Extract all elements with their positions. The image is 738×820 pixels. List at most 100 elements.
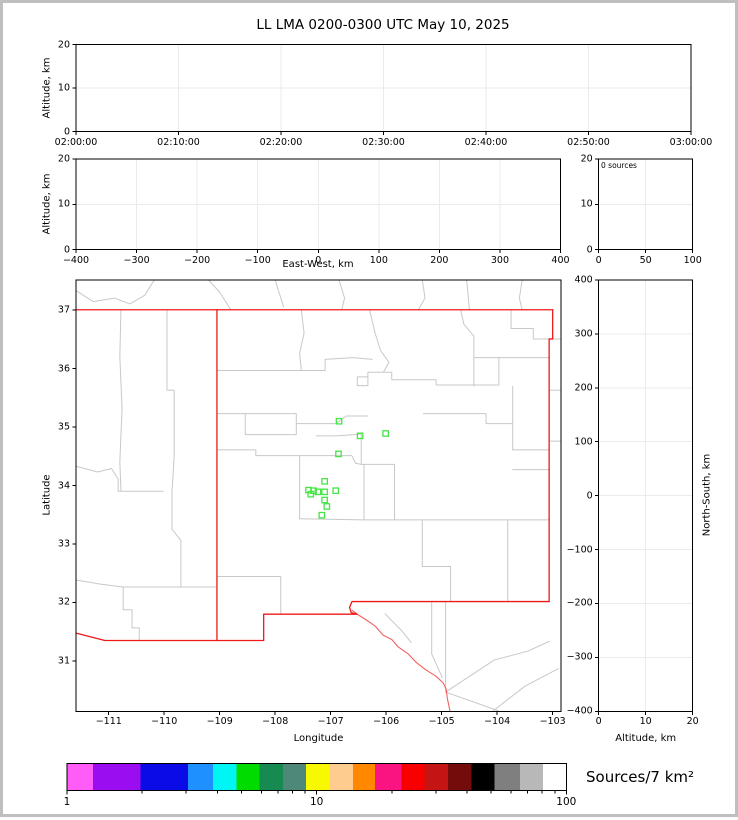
map-ytick-label: 35 (57, 421, 70, 433)
state-borders (76, 309, 554, 642)
hist-ytick-label: 10 (580, 198, 593, 210)
map-xtick-label: −106 (373, 716, 400, 728)
map-ytick-label: 33 (57, 538, 70, 550)
hist-xtick-label: 50 (639, 254, 652, 266)
map-ytick-label: 32 (57, 596, 70, 608)
source-marker (314, 488, 322, 496)
colorbar-tick-label: 10 (309, 796, 324, 809)
colorbar-segment (353, 763, 376, 791)
ns-panel-ylabel: North-South, km (701, 453, 713, 537)
source-marker (335, 417, 343, 425)
ew-xtick-label: 400 (551, 254, 570, 266)
time-ytick-label: 0 (63, 126, 70, 137)
colorbar-segment (306, 763, 330, 791)
source-marker (335, 450, 342, 458)
time-xtick-label: 02:10:00 (157, 136, 200, 148)
ew-panel (76, 159, 561, 250)
colorbar-segment (140, 763, 188, 791)
map-ytick-label: 37 (57, 304, 70, 316)
ew-xtick-label: −200 (184, 254, 211, 266)
hist-xtick-label: 100 (683, 254, 702, 266)
hist-ytick-label: 20 (580, 153, 593, 165)
ew-panel-xlabel: East-West, km (282, 259, 354, 270)
map-content (76, 280, 561, 712)
colorbar-segment (283, 763, 307, 791)
ew-ytick-label: 20 (57, 153, 70, 165)
ns-xtick-label: 10 (639, 716, 652, 728)
ns-ytick-label: 100 (574, 436, 593, 448)
ew-xtick-label: −100 (244, 254, 271, 266)
colorbar-tick-label: 1 (63, 796, 71, 809)
colorbar-segment (542, 763, 567, 791)
colorbar-segment (424, 763, 448, 791)
source-count-annotation: 0 sources (601, 161, 637, 170)
ns-ytick-label: −200 (566, 597, 593, 609)
plot-title: LL LMA 0200-0300 UTC May 10, 2025 (256, 17, 510, 33)
source-marker (356, 432, 364, 440)
county-borders (76, 280, 561, 712)
colorbar-segment (92, 763, 141, 791)
colorbar-segment (519, 763, 543, 791)
ns-ytick-label: −300 (566, 651, 593, 663)
time-panel-frame (72, 44, 692, 135)
colorbar-segment (447, 763, 472, 791)
ns-ytick-label: 300 (574, 328, 593, 340)
map-xtick-label: −107 (317, 716, 344, 728)
map-xtick-label: −105 (428, 716, 455, 728)
time-ytick-label: 10 (57, 82, 70, 94)
hist-ytick-label: 0 (586, 244, 593, 255)
ns-ytick-label: 0 (586, 490, 593, 502)
colorbar-segment (236, 763, 260, 791)
lightning-source-markers (305, 417, 389, 519)
source-marker (321, 496, 328, 504)
colorbar-segment (375, 763, 402, 791)
colorbar-label: Sources/7 km² (586, 768, 695, 786)
map-xtick-label: −103 (539, 716, 566, 728)
source-marker (332, 487, 340, 495)
time-xtick-label: 02:30:00 (362, 136, 405, 148)
colorbar-segment (401, 763, 425, 791)
map-ytick-label: 36 (57, 363, 70, 374)
map-xtick-label: −104 (484, 716, 511, 728)
ew-ytick-label: 10 (57, 198, 70, 210)
ns-panel-frame (595, 279, 694, 715)
ns-ytick-label: −400 (566, 705, 593, 717)
colorbar-segment (494, 763, 520, 791)
colorbar-segment (329, 763, 354, 791)
plot-canvas (66, 44, 694, 795)
ew-panel-frame (72, 158, 561, 253)
time-xtick-label: 02:40:00 (464, 136, 508, 148)
colorbar-segment (212, 763, 237, 791)
source-marker (321, 488, 328, 496)
hist-panel (598, 159, 693, 250)
ns-ytick-label: −100 (566, 544, 593, 556)
map-panel-frame (72, 279, 562, 715)
colorbar-segment (471, 763, 495, 791)
map-xtick-label: −109 (206, 716, 233, 728)
hist-panel-frame (595, 158, 694, 253)
time-xtick-label: 02:00:00 (54, 136, 98, 148)
colorbar-tick-label: 100 (556, 796, 577, 809)
ew-xtick-label: 200 (430, 254, 449, 266)
ew-xtick-label: 100 (369, 254, 388, 266)
map-xtick-label: −108 (262, 716, 289, 728)
ew-ytick-label: 0 (63, 244, 70, 255)
colorbar (66, 763, 567, 795)
source-marker (307, 490, 315, 498)
ns-ytick-label: 400 (574, 274, 593, 286)
lma-plot-page: LL LMA 0200-0300 UTC May 10, 2025 Altitu… (3, 3, 735, 814)
rio-grande-river-line (351, 609, 451, 712)
ew-xtick-label: 0 (315, 254, 322, 266)
ns-panel (598, 280, 693, 712)
ns-panel-xlabel: Altitude, km (615, 733, 677, 744)
colorbar-segment (67, 763, 93, 791)
map-xtick-label: −110 (151, 716, 178, 728)
hist-xtick-label: 0 (595, 254, 602, 266)
time-xtick-label: 03:00:00 (669, 136, 713, 148)
ns-xtick-label: 20 (686, 716, 699, 728)
ns-xtick-label: 0 (595, 716, 602, 728)
map-xtick-label: −111 (95, 716, 122, 728)
ew-xtick-label: −300 (123, 254, 150, 266)
source-marker (318, 511, 326, 519)
map-ytick-label: 31 (57, 655, 70, 667)
